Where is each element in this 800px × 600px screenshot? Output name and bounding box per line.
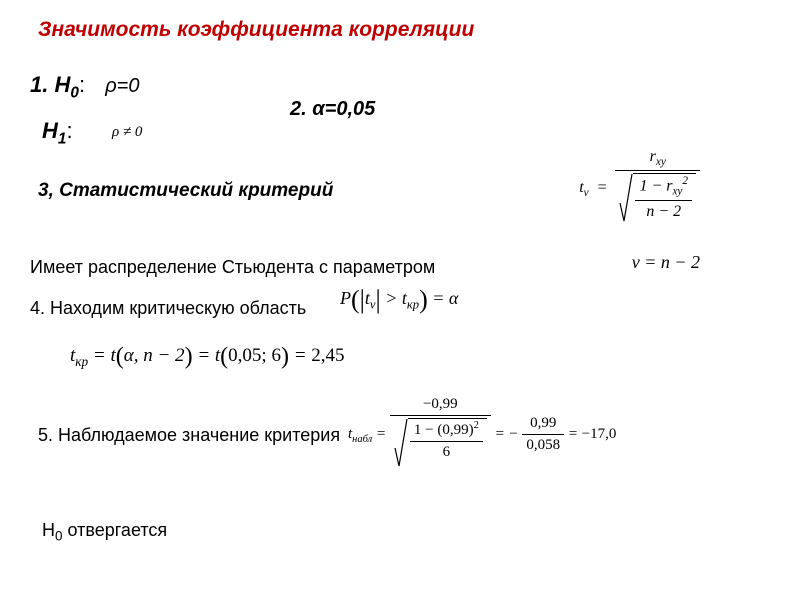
distribution-text: Имеет распределение Стьюдента с параметр… (30, 257, 435, 278)
h1-symbol: H (42, 118, 58, 143)
h0-subscript: 0 (70, 84, 79, 101)
tnabl-eq2: = − (495, 426, 523, 442)
p-P: P (340, 288, 351, 308)
tkr-args2: 0,05; 6 (228, 345, 281, 366)
p-rparen: ) (419, 285, 428, 314)
p-gt: > (381, 288, 402, 308)
h0-symbol: H (54, 72, 70, 97)
tnabl-sub: набл (352, 434, 372, 445)
tnabl-inner-sup: 2 (474, 420, 479, 431)
tkr-sub: кр (75, 354, 88, 369)
reject-line: Н0 отвергается (42, 520, 167, 544)
tkr-rp1: ) (185, 344, 193, 370)
reject-h: Н (42, 520, 55, 540)
p-alpha: α (449, 288, 458, 308)
tkr-eq2: = (193, 345, 215, 366)
tnu-fraction: rxy 1 − rxy2 n − 2 (615, 148, 700, 228)
tnabl-inner-frac: 1 − (0,99)2 6 (410, 420, 483, 461)
tnabl-frac1-num: −0,99 (390, 396, 491, 416)
formula-tnu: tν = rxy 1 − rxy2 n − 2 (579, 148, 700, 228)
tnu-inner-sup: 2 (682, 175, 688, 187)
tkr-val: 2,45 (311, 345, 344, 366)
step2-alpha: 2. α=0,05 (290, 98, 375, 121)
h1-colon: : (66, 118, 72, 143)
tnabl-inner-num: 1 − (0,99)2 (410, 420, 483, 442)
formula-p: P(|tν| > tкр) = α (340, 288, 458, 313)
p-eq: = (428, 288, 449, 308)
tnu-inner-sub: xy (672, 186, 682, 198)
tnu-inner-num: 1 − rxy2 (635, 175, 692, 201)
formula-tnabl: tнабл = −0,99 1 − (0,99)2 6 (348, 396, 616, 473)
reject-sub: 0 (55, 529, 63, 544)
tkr-rp2: ) (281, 344, 289, 370)
tkr-lp1: ( (116, 344, 124, 370)
tnu-numerator: rxy (615, 148, 700, 171)
tnabl-inner-den: 6 (410, 442, 483, 461)
formula-nu: ν = n − 2 (632, 252, 700, 273)
tnu-inner-frac: 1 − rxy2 n − 2 (635, 175, 692, 221)
tnabl-frac1: −0,99 1 − (0,99)2 6 (390, 396, 491, 473)
step1-number: 1. (30, 72, 48, 97)
tnu-inner-den: n − 2 (635, 201, 692, 221)
tnabl-frac2-num: 0,99 (522, 415, 564, 435)
step3-heading: 3, Статистический критерий (38, 180, 333, 202)
tnabl-frac2-den: 0,058 (522, 435, 564, 454)
tnu-num-sub: xy (656, 156, 666, 168)
sqrt-icon (394, 418, 408, 468)
tnu-inner-1minus: 1 − (639, 178, 666, 195)
hypothesis-h0-line: 1. H0: ρ=0 (30, 72, 139, 102)
tnabl-eq3: = (568, 426, 582, 442)
tnabl-sqrt-body: 1 − (0,99)2 6 (408, 418, 487, 468)
tnabl-inner-num-text: 1 − (0,99) (414, 422, 474, 438)
h1-condition: ρ ≠ 0 (112, 124, 142, 141)
tnu-denominator: 1 − rxy2 n − 2 (615, 171, 700, 228)
sqrt-icon (619, 173, 633, 223)
hypothesis-h1-line: H1: (42, 118, 73, 148)
tnu-sqrt-body: 1 − rxy2 n − 2 (633, 173, 696, 223)
h0-condition: ρ=0 (91, 75, 139, 97)
tkr-args1: α, n − 2 (124, 345, 185, 366)
step4-heading: 4. Находим критическую область (30, 298, 306, 319)
reject-text: отвергается (63, 520, 168, 540)
tkr-lp2: ( (220, 344, 228, 370)
tnu-sqrt: 1 − rxy2 n − 2 (619, 173, 696, 223)
tnu-lhs-sub: ν (584, 187, 589, 199)
slide-title: Значимость коэффициента корреляции (38, 18, 474, 42)
h0-colon: : (79, 72, 85, 97)
p-tkrsub: кр (407, 298, 419, 312)
tnabl-sqrt: 1 − (0,99)2 6 (394, 418, 487, 468)
formula-tkr: tкр = t(α, n − 2) = t(0,05; 6) = 2,45 (70, 345, 345, 370)
tnabl-eq1: = (372, 426, 390, 442)
tnabl-frac1-den: 1 − (0,99)2 6 (390, 416, 491, 473)
tkr-eq3: = (289, 345, 311, 366)
tnabl-val: −17,0 (582, 426, 617, 442)
p-lparen: ( (351, 285, 360, 314)
tnabl-frac2: 0,99 0,058 (522, 415, 564, 454)
tkr-eq1: = (88, 345, 110, 366)
tnu-eq: = (593, 179, 612, 196)
step5-heading: 5. Наблюдаемое значение критерия (38, 425, 340, 446)
